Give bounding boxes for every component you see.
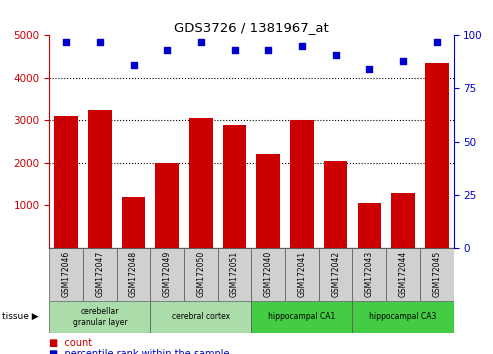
Text: GSM172042: GSM172042 — [331, 251, 340, 297]
Bar — [184, 248, 218, 301]
Text: ■  percentile rank within the sample: ■ percentile rank within the sample — [49, 349, 230, 354]
Bar — [122, 197, 145, 248]
Text: ■  count: ■ count — [49, 338, 92, 348]
Bar — [285, 248, 319, 301]
Bar — [425, 63, 449, 248]
Title: GDS3726 / 1381967_at: GDS3726 / 1381967_at — [174, 21, 329, 34]
Bar — [223, 125, 246, 248]
Bar — [49, 248, 83, 301]
Bar — [49, 301, 150, 333]
Point — [298, 43, 306, 49]
Bar — [54, 116, 78, 248]
Text: cerebellar
granular layer: cerebellar granular layer — [72, 307, 127, 326]
Text: hippocampal CA3: hippocampal CA3 — [369, 312, 437, 321]
Bar — [256, 154, 280, 248]
Text: GSM172051: GSM172051 — [230, 251, 239, 297]
Point — [62, 39, 70, 45]
Text: GSM172050: GSM172050 — [196, 251, 206, 297]
Bar — [251, 301, 352, 333]
Bar — [88, 110, 111, 248]
Bar — [218, 248, 251, 301]
Point — [96, 39, 104, 45]
Point — [231, 47, 239, 53]
Bar — [290, 120, 314, 248]
Bar — [83, 248, 117, 301]
Text: cerebral cortex: cerebral cortex — [172, 312, 230, 321]
Bar — [386, 248, 420, 301]
Text: GSM172044: GSM172044 — [398, 251, 408, 297]
Bar — [319, 248, 352, 301]
Text: GSM172040: GSM172040 — [264, 251, 273, 297]
Point — [365, 67, 373, 72]
Point — [332, 52, 340, 57]
Text: GSM172046: GSM172046 — [62, 251, 70, 297]
Bar — [324, 161, 348, 248]
Point — [433, 39, 441, 45]
Point — [163, 47, 171, 53]
Text: GSM172049: GSM172049 — [163, 251, 172, 297]
Bar — [352, 248, 386, 301]
Bar — [189, 118, 212, 248]
Bar — [150, 301, 251, 333]
Bar — [357, 203, 381, 248]
Bar — [251, 248, 285, 301]
Bar — [155, 163, 179, 248]
Point — [264, 47, 272, 53]
Bar — [391, 193, 415, 248]
Text: GSM172043: GSM172043 — [365, 251, 374, 297]
Bar — [117, 248, 150, 301]
Text: tissue ▶: tissue ▶ — [2, 312, 39, 321]
Text: GSM172041: GSM172041 — [297, 251, 307, 297]
Text: GSM172047: GSM172047 — [95, 251, 105, 297]
Bar — [150, 248, 184, 301]
Point — [130, 62, 138, 68]
Point — [399, 58, 407, 64]
Bar — [352, 301, 454, 333]
Text: GSM172048: GSM172048 — [129, 251, 138, 297]
Text: hippocampal CA1: hippocampal CA1 — [268, 312, 336, 321]
Point — [197, 39, 205, 45]
Bar — [420, 248, 454, 301]
Text: GSM172045: GSM172045 — [432, 251, 441, 297]
